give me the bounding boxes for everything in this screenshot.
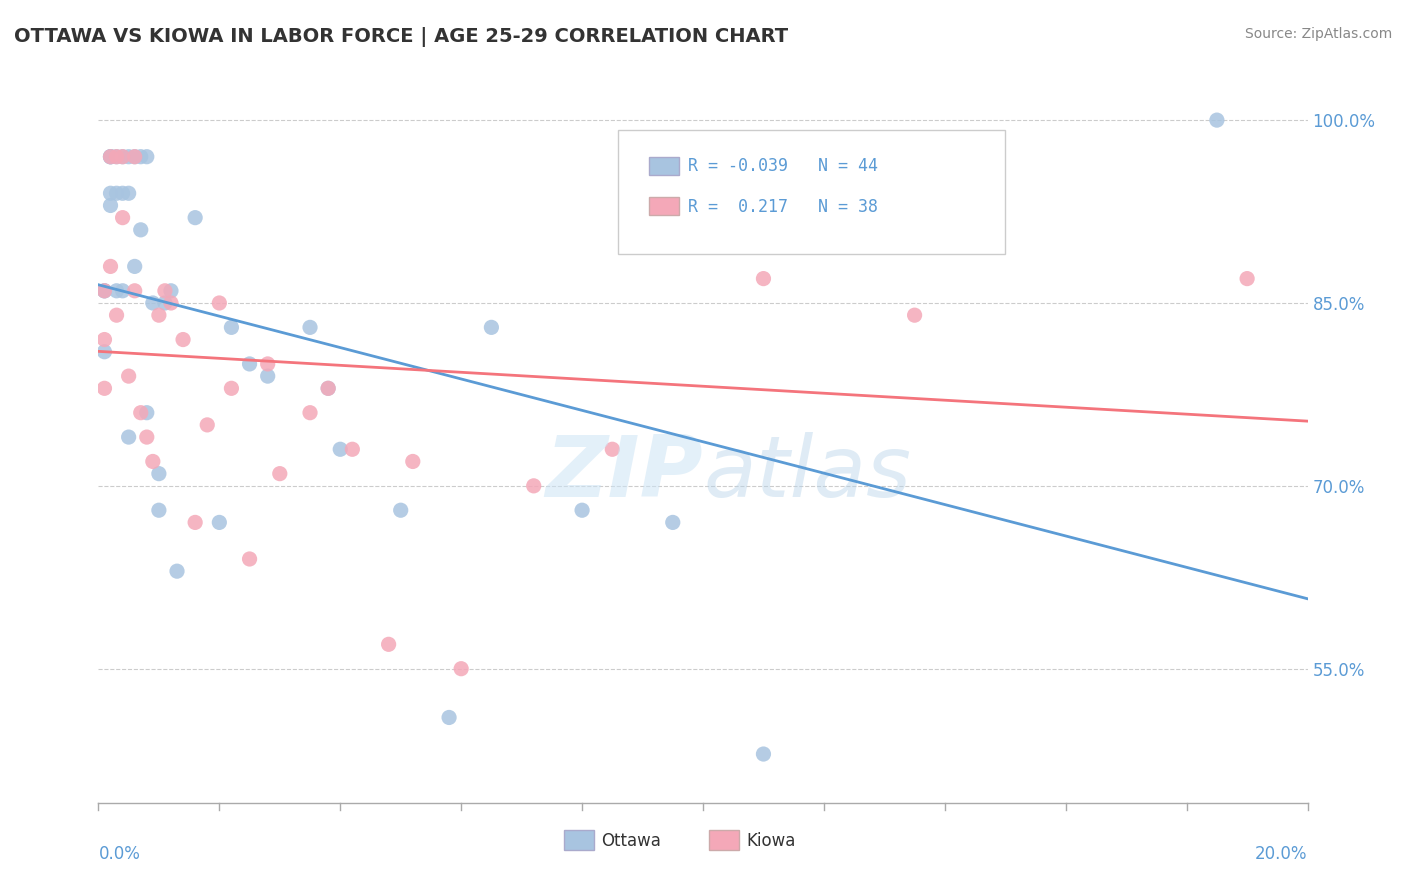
Point [129, 223, 152, 237]
Point [111, 284, 134, 298]
Point [221, 320, 243, 334]
Point [142, 454, 165, 468]
Text: Ottawa: Ottawa [602, 832, 661, 850]
Point [1236, 271, 1258, 285]
Text: atlas: atlas [703, 432, 911, 516]
Point [904, 308, 927, 322]
Point [377, 637, 399, 651]
Point [523, 479, 546, 493]
Point [118, 430, 141, 444]
Point [571, 503, 593, 517]
Point [105, 150, 128, 164]
Point [124, 284, 146, 298]
Point [100, 150, 122, 164]
Point [93, 344, 115, 359]
Point [153, 284, 176, 298]
Point [450, 662, 472, 676]
Point [184, 211, 207, 225]
Point [299, 406, 322, 420]
Point [100, 186, 122, 201]
Point [124, 150, 146, 164]
Point [148, 503, 170, 517]
Point [148, 467, 170, 481]
Point [100, 260, 122, 274]
Point [118, 186, 141, 201]
Point [135, 406, 157, 420]
Point [221, 381, 243, 395]
Point [124, 150, 146, 164]
Point [329, 442, 352, 457]
Point [389, 503, 412, 517]
FancyBboxPatch shape [648, 197, 679, 216]
Point [105, 284, 128, 298]
Point [1206, 113, 1229, 128]
Point [111, 211, 134, 225]
Text: OTTAWA VS KIOWA IN LABOR FORCE | AGE 25-29 CORRELATION CHART: OTTAWA VS KIOWA IN LABOR FORCE | AGE 25-… [14, 27, 789, 46]
Point [195, 417, 218, 432]
Point [100, 150, 122, 164]
Point [208, 296, 231, 310]
Point [153, 296, 176, 310]
Point [118, 150, 141, 164]
Point [661, 516, 683, 530]
Point [316, 381, 339, 395]
Point [135, 430, 157, 444]
Point [93, 284, 115, 298]
Point [135, 150, 157, 164]
Point [100, 150, 122, 164]
Point [316, 381, 339, 395]
Point [111, 150, 134, 164]
Point [129, 150, 152, 164]
Point [299, 320, 322, 334]
Point [160, 296, 183, 310]
Point [184, 516, 207, 530]
Point [142, 296, 165, 310]
Point [256, 357, 278, 371]
Point [269, 467, 291, 481]
Point [93, 284, 115, 298]
Point [208, 516, 231, 530]
Point [105, 308, 128, 322]
Point [129, 406, 152, 420]
Point [752, 271, 775, 285]
Point [100, 198, 122, 212]
Text: 0.0%: 0.0% [98, 846, 141, 863]
Point [256, 369, 278, 384]
FancyBboxPatch shape [709, 830, 740, 850]
Point [752, 747, 775, 761]
Point [402, 454, 425, 468]
Point [111, 186, 134, 201]
Point [105, 186, 128, 201]
Point [118, 369, 141, 384]
Point [100, 150, 122, 164]
FancyBboxPatch shape [564, 830, 595, 850]
Point [342, 442, 364, 457]
Text: Kiowa: Kiowa [747, 832, 796, 850]
Point [93, 381, 115, 395]
Point [93, 333, 115, 347]
Point [111, 150, 134, 164]
Point [166, 564, 188, 578]
FancyBboxPatch shape [648, 157, 679, 175]
Point [661, 235, 683, 249]
Point [481, 320, 503, 334]
Point [93, 284, 115, 298]
Point [172, 333, 194, 347]
Point [124, 260, 146, 274]
Point [239, 357, 262, 371]
Text: R = -0.039   N = 44: R = -0.039 N = 44 [689, 158, 879, 176]
FancyBboxPatch shape [619, 130, 1005, 254]
Point [437, 710, 460, 724]
Point [602, 442, 624, 457]
Point [105, 150, 128, 164]
Text: Source: ZipAtlas.com: Source: ZipAtlas.com [1244, 27, 1392, 41]
Text: 20.0%: 20.0% [1256, 846, 1308, 863]
Point [148, 308, 170, 322]
Point [239, 552, 262, 566]
Text: R =  0.217   N = 38: R = 0.217 N = 38 [689, 198, 879, 216]
Text: ZIP: ZIP [546, 432, 703, 516]
Point [160, 284, 183, 298]
